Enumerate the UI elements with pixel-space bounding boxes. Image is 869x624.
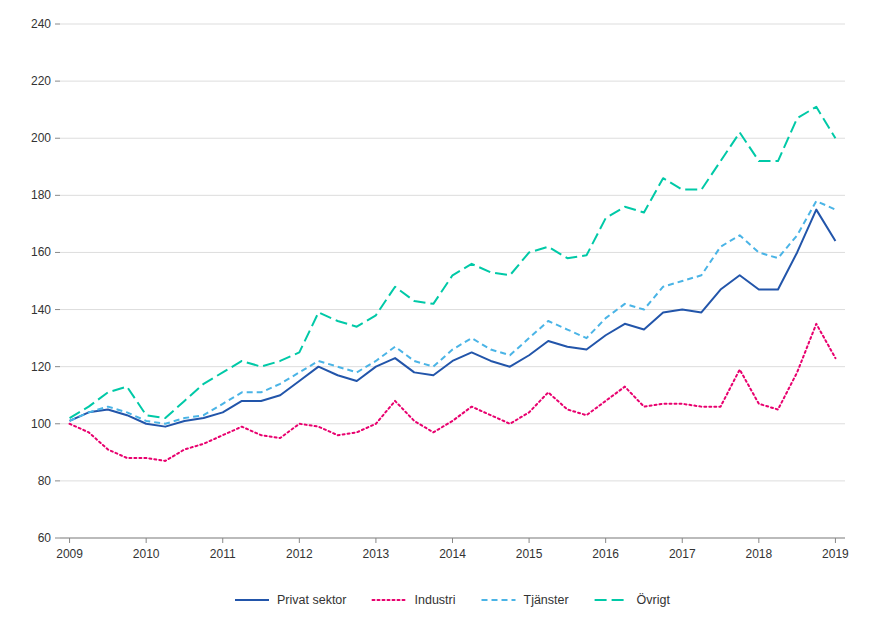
tick-mark [55, 24, 60, 25]
legend-label: Privat sektor [277, 593, 346, 607]
tick-mark [835, 538, 836, 543]
tick-label: 80 [38, 474, 52, 488]
tick-mark [299, 538, 300, 543]
series-line [70, 107, 836, 418]
grid-line [60, 252, 845, 253]
legend-item: Övrigt [595, 593, 671, 607]
x-axis: 2009 2010 2011 2012 2013 2014 2015 2016 2017 2018… [56, 538, 849, 561]
tick-mark [55, 81, 60, 82]
grid-line [60, 309, 845, 310]
tick-mark [452, 538, 453, 543]
tick-mark [758, 538, 759, 543]
tick-label: 2016 [592, 547, 619, 561]
tick-label: 120 [31, 360, 51, 374]
legend-label: Tjänster [524, 593, 569, 607]
legend-swatch [373, 599, 407, 601]
tick-mark [55, 138, 60, 139]
legend-swatch [595, 599, 629, 601]
y-axis: 60 80 100 120 140 160 180 200 220 240 [31, 17, 845, 545]
tick-mark [55, 480, 60, 481]
tick-label: 2017 [669, 547, 696, 561]
tick-mark [146, 538, 147, 543]
tick-label: 2014 [439, 547, 466, 561]
tick-mark [55, 423, 60, 424]
tick-label: 2010 [133, 547, 160, 561]
tick-mark [375, 538, 376, 543]
tick-label: 160 [31, 245, 51, 259]
tick-label: 60 [38, 531, 52, 545]
grid-line [60, 195, 845, 196]
plot-area [70, 107, 836, 461]
legend: Privat sektor Industri Tjänster Övrigt [235, 593, 670, 607]
tick-label: 180 [31, 188, 51, 202]
tick-label: 2012 [286, 547, 313, 561]
tick-mark [55, 366, 60, 367]
grid-line [60, 138, 845, 139]
tick-mark [55, 252, 60, 253]
grid-line [60, 81, 845, 82]
legend-label: Industri [415, 593, 456, 607]
grid-line [60, 24, 845, 25]
tick-label: 100 [31, 417, 51, 431]
tick-label: 220 [31, 74, 51, 88]
legend-item: Tjänster [482, 593, 569, 607]
legend-item: Privat sektor [235, 593, 346, 607]
legend-label: Övrigt [637, 593, 671, 607]
tick-label: 200 [31, 131, 51, 145]
tick-mark [605, 538, 606, 543]
legend-item: Industri [373, 593, 456, 607]
series-line [70, 324, 836, 461]
grid-line [60, 366, 845, 367]
tick-mark [529, 538, 530, 543]
tick-mark [682, 538, 683, 543]
series-line [70, 201, 836, 424]
tick-mark [55, 309, 60, 310]
tick-label: 140 [31, 303, 51, 317]
tick-label: 2009 [56, 547, 83, 561]
grid-line [60, 480, 845, 481]
tick-mark [222, 538, 223, 543]
tick-label: 2018 [745, 547, 772, 561]
legend-swatch [235, 599, 269, 601]
series-line [70, 210, 836, 427]
tick-mark [69, 538, 70, 543]
tick-mark [55, 538, 60, 539]
tick-mark [55, 195, 60, 196]
tick-label: 2013 [363, 547, 390, 561]
tick-label: 2019 [822, 547, 849, 561]
legend-swatch [482, 599, 516, 601]
chart: 60 80 100 120 140 160 180 200 220 240 2009 2010 2011… [0, 0, 869, 624]
tick-label: 2015 [516, 547, 543, 561]
tick-label: 240 [31, 17, 51, 31]
tick-label: 2011 [210, 547, 236, 561]
